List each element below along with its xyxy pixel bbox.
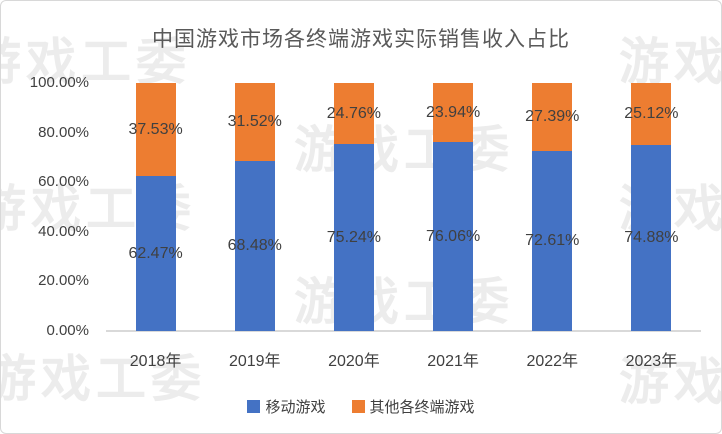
- bar-segment-移动游戏: [631, 145, 672, 331]
- data-label: 23.94%: [425, 103, 481, 121]
- data-label: 75.24%: [326, 228, 382, 246]
- x-axis-category-label: 2019年: [228, 353, 281, 370]
- data-label: 68.48%: [227, 237, 282, 255]
- bar-segment-移动游戏: [135, 176, 176, 331]
- bar-segment-移动游戏: [234, 161, 275, 331]
- y-axis-tick-label: 40.00%: [38, 222, 89, 240]
- x-axis-category-label: 2018年: [129, 353, 182, 370]
- data-label: 25.12%: [624, 105, 679, 123]
- y-axis-tick-label: 60.00%: [38, 173, 89, 191]
- y-axis-tick-label: 80.00%: [38, 123, 89, 141]
- bar-segment-其他各终端游戏: [433, 83, 474, 143]
- legend-item: 移动游戏: [247, 396, 326, 417]
- bar-segment-其他各终端游戏: [135, 83, 176, 177]
- bar-segment-其他各终端游戏: [532, 83, 573, 151]
- legend-label: 移动游戏: [265, 398, 326, 416]
- y-axis-tick-label: 20.00%: [38, 272, 89, 290]
- bar-segment-其他各终端游戏: [234, 83, 275, 162]
- y-axis-tick-label: 0.00%: [46, 322, 89, 339]
- data-label: 37.53%: [128, 120, 183, 138]
- data-label: 24.76%: [326, 104, 382, 122]
- data-label: 72.61%: [525, 231, 580, 249]
- x-axis-category-label: 2023年: [625, 353, 678, 370]
- x-axis-category-label: 2021年: [427, 353, 479, 370]
- x-axis-category-label: 2020年: [328, 353, 380, 370]
- y-axis-tick-label: 100.00%: [29, 74, 89, 91]
- data-label: 31.52%: [227, 113, 282, 131]
- chart-title: 中国游戏市场各终端游戏实际销售收入占比: [152, 28, 570, 51]
- legend-swatch-icon: [351, 399, 365, 413]
- legend-swatch-icon: [247, 399, 261, 413]
- data-label: 62.47%: [128, 244, 183, 262]
- data-label: 76.06%: [425, 227, 481, 245]
- watermark-text: 游戏工委: [294, 274, 514, 330]
- data-label: 74.88%: [624, 229, 679, 247]
- bar-segment-其他各终端游戏: [631, 83, 672, 146]
- bar-segment-移动游戏: [532, 150, 573, 331]
- bar-segment-移动游戏: [333, 144, 374, 331]
- bar-segment-其他各终端游戏: [333, 83, 374, 145]
- x-axis-line: [106, 330, 701, 332]
- legend-label: 其他各终端游戏: [369, 398, 475, 416]
- bar-segment-移动游戏: [433, 142, 474, 331]
- legend: 移动游戏 其他各终端游戏: [1, 395, 721, 417]
- watermark-text: 游戏工委: [294, 122, 514, 178]
- data-label: 27.39%: [525, 107, 580, 125]
- legend-item: 其他各终端游戏: [351, 396, 475, 417]
- x-axis-category-label: 2022年: [526, 353, 579, 370]
